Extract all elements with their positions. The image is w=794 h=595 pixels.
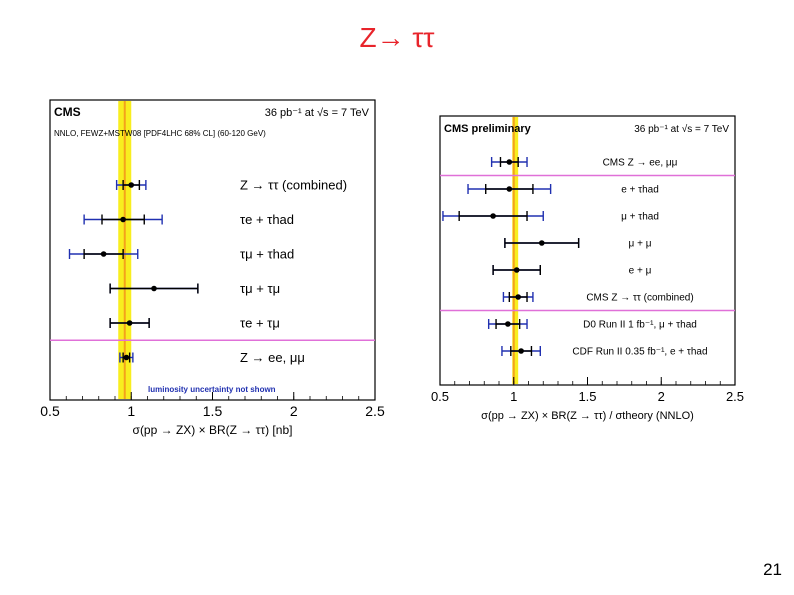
lumi-label: 36 pb⁻¹ at √s = 7 TeV (265, 107, 370, 119)
point-label: CMS Z → ττ (combined) (586, 293, 693, 304)
data-point (505, 321, 511, 327)
point-label: Z → ττ (combined) (240, 178, 347, 193)
x-tick-label: 2.5 (365, 403, 385, 419)
point-label: D0 Run II 1 fb⁻¹, μ + τhad (583, 320, 697, 331)
experiment-label: CMS preliminary (444, 123, 532, 135)
chart-right: CMS preliminary 36 pb⁻¹ at √s = 7 TeV CMS … (431, 115, 744, 422)
x-axis-label: σ(pp → ZX) × BR(Z → ττ) [nb] (133, 423, 293, 437)
point-label: μ + τhad (621, 212, 659, 223)
note-label: luminosity uncertainty not shown (148, 385, 276, 394)
point-label: Z → ee, μμ (240, 350, 305, 365)
x-tick-label: 0.5 (431, 389, 449, 404)
point-label: CMS Z → ee, μμ (603, 158, 678, 169)
x-tick-label: 2.5 (726, 389, 744, 404)
chart-left: CMS 36 pb⁻¹ at √s = 7 TeV NNLO, FEWZ+MSTW0… (40, 99, 385, 437)
x-tick-label: 1.5 (203, 403, 223, 419)
plot-frame (439, 115, 736, 386)
data-point (151, 285, 157, 292)
x-tick-label: 1 (127, 403, 135, 419)
data-point (100, 251, 107, 257)
data-point (120, 216, 126, 223)
data-point (506, 159, 513, 165)
point-label: μ + μ (629, 239, 652, 250)
data-point (518, 348, 524, 354)
x-tick-label: 2 (658, 389, 665, 404)
theory-label: NNLO, FEWZ+MSTW08 [PDF4LHC 68% CL] (60-1… (54, 129, 266, 138)
data-point (126, 320, 133, 326)
x-axis-label: σ(pp → ZX) × BR(Z → ττ) / σtheory (NNLO) (481, 410, 694, 422)
x-tick-label: 1 (510, 389, 517, 404)
data-point (123, 354, 130, 361)
point-label: τμ + τμ (240, 281, 280, 296)
data-point (490, 213, 496, 219)
data-point (128, 182, 135, 188)
data-point (515, 294, 521, 300)
data-point (513, 267, 520, 273)
x-tick-label: 0.5 (40, 403, 60, 419)
point-label: e + τhad (621, 185, 659, 196)
theory-band (512, 117, 519, 384)
data-point (506, 186, 513, 192)
data-point (538, 240, 545, 246)
point-label: τe + τμ (240, 316, 280, 331)
lumi-label: 36 pb⁻¹ at √s = 7 TeV (634, 123, 729, 135)
x-tick-label: 2 (290, 403, 298, 419)
plot-frame (49, 99, 376, 401)
point-label: CDF Run II 0.35 fb⁻¹, e + τhad (572, 347, 707, 358)
point-label: τe + τhad (240, 212, 294, 227)
x-tick-label: 1.5 (578, 389, 596, 404)
point-label: e + μ (629, 266, 652, 277)
experiment-label: CMS (54, 105, 81, 119)
point-label: τμ + τhad (240, 247, 294, 262)
slide-title: Z→ ττ (359, 22, 435, 53)
page-number: 21 (763, 560, 782, 579)
